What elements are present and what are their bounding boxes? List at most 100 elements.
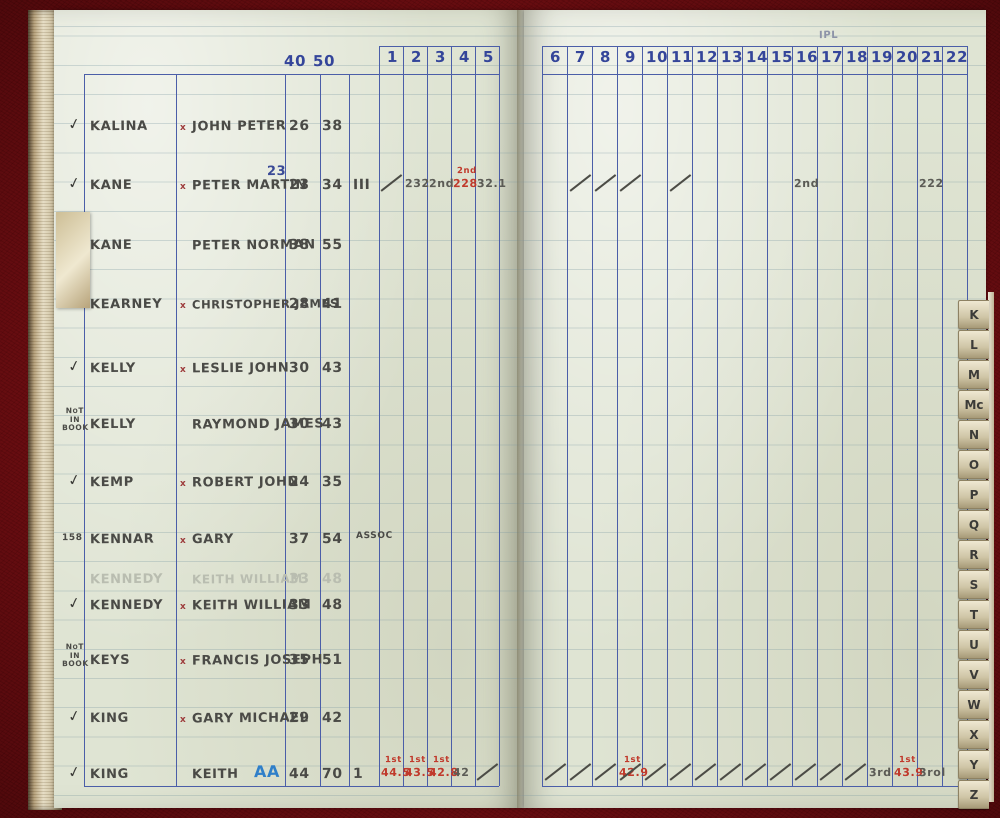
right-att-header-10: 10 bbox=[645, 47, 669, 67]
right-slash-r12-13 bbox=[719, 763, 741, 781]
index-tab-x[interactable]: X bbox=[958, 720, 989, 749]
right-slash-r2-9 bbox=[619, 174, 641, 192]
index-tab-v[interactable]: V bbox=[958, 660, 989, 689]
index-tab-k[interactable]: K bbox=[958, 300, 989, 329]
left-att-header-1: 1 bbox=[386, 47, 399, 67]
right-att-rule-4 bbox=[642, 46, 644, 786]
thumb-index-tabs[interactable]: K L M Mc N O P Q R S T U V W X Y Z bbox=[958, 300, 989, 810]
row-surname-9: KEYS bbox=[89, 652, 131, 669]
row-note-aa-11: AA bbox=[253, 761, 281, 782]
row-surname-0: KALINA bbox=[89, 118, 148, 135]
right-att-header-12: 12 bbox=[695, 47, 719, 67]
row-forenames-11: KEITH bbox=[191, 766, 239, 783]
left-entry-7: 42 bbox=[452, 765, 470, 780]
right-entry-3: 3rd bbox=[868, 765, 892, 780]
right-entry-1: 222 bbox=[918, 176, 944, 191]
index-tab-l[interactable]: L bbox=[958, 330, 989, 359]
right-att-rule-2 bbox=[592, 46, 594, 786]
right-slash-r2-8 bbox=[594, 174, 616, 192]
right-page: 6 7 8 9 10 11 12 13 14 15 16 17 18 19 20 21 22 IPL 2nd 222 1… bbox=[524, 10, 986, 808]
row-value-50-7: 54 bbox=[321, 530, 343, 548]
right-att-rule-7 bbox=[717, 46, 719, 786]
erased-value-50: 48 bbox=[321, 570, 343, 588]
row-surname-11: KING bbox=[89, 766, 129, 783]
right-att-rule-1 bbox=[567, 46, 569, 786]
row-forenames-0: JOHN PETER bbox=[191, 118, 287, 135]
row-forenames-7: GARY bbox=[191, 531, 234, 548]
right-slash-r12-7 bbox=[569, 763, 591, 781]
row-check-10: ✓ bbox=[66, 705, 83, 727]
right-att-header-bottom bbox=[542, 74, 967, 76]
left-page: 40 50 1 2 3 4 5 ✓ KALINA x JOHN PETER 26 38 ✓ KANE x PET… bbox=[54, 10, 524, 808]
index-tab-z[interactable]: Z bbox=[958, 780, 989, 809]
row-check-4: ✓ bbox=[66, 355, 83, 377]
right-att-rule-11 bbox=[817, 46, 819, 786]
right-att-rule-3 bbox=[617, 46, 619, 786]
index-tab-p[interactable]: P bbox=[958, 480, 989, 509]
right-att-header-7: 7 bbox=[574, 47, 587, 67]
index-tab-r[interactable]: R bbox=[958, 540, 989, 569]
left-table-bottom-rule bbox=[84, 786, 499, 788]
right-slash-r12-6 bbox=[544, 763, 566, 781]
right-att-header-17: 17 bbox=[820, 47, 844, 67]
index-tab-w[interactable]: W bbox=[958, 690, 989, 719]
row-value-50-10: 42 bbox=[321, 709, 343, 727]
right-att-header-11: 11 bbox=[670, 47, 694, 67]
index-tab-y[interactable]: Y bbox=[958, 750, 989, 779]
left-col-rule-3 bbox=[320, 74, 322, 786]
right-att-header-6: 6 bbox=[549, 47, 562, 67]
open-book: 40 50 1 2 3 4 5 ✓ KALINA x JOHN PETER 26 38 ✓ KANE x PET… bbox=[14, 4, 986, 814]
row-value-40-10: 29 bbox=[288, 709, 310, 727]
row-surname-10: KING bbox=[89, 710, 129, 727]
row-margin-note-5: NOT IN BOOK bbox=[62, 405, 89, 433]
left-entry-sup-4: 1st bbox=[384, 754, 402, 766]
index-tab-u[interactable]: U bbox=[958, 630, 989, 659]
index-tab-m[interactable]: M bbox=[958, 360, 989, 389]
left-att-rule-2 bbox=[427, 46, 429, 786]
row-margin-note-9: NOT IN BOOK bbox=[62, 641, 89, 669]
index-tab-o[interactable]: O bbox=[958, 450, 989, 479]
row-separator-10: x bbox=[179, 714, 187, 726]
left-att-header-3: 3 bbox=[434, 47, 447, 67]
index-tab-mc[interactable]: Mc bbox=[958, 390, 989, 419]
right-att-rule-12 bbox=[842, 46, 844, 786]
left-table-top-rule bbox=[84, 74, 499, 76]
left-att-rule-5 bbox=[499, 46, 501, 786]
left-entry-1: 2nd bbox=[428, 176, 455, 191]
left-col-rule-4 bbox=[349, 74, 351, 786]
row-check-8: ✓ bbox=[66, 592, 83, 614]
row-surname-2: KANE bbox=[89, 237, 133, 254]
row-separator-3: x bbox=[179, 300, 187, 312]
left-att-header-top bbox=[379, 46, 499, 48]
right-slash-r12-14 bbox=[744, 763, 766, 781]
left-col-rule-0 bbox=[84, 74, 86, 786]
row-value-40-3: 28 bbox=[288, 295, 310, 313]
row-value-50-2: 55 bbox=[321, 236, 343, 254]
left-entry-sup-5: 1st bbox=[408, 754, 426, 766]
right-att-rule-0 bbox=[542, 46, 544, 786]
left-att-header-4: 4 bbox=[458, 47, 471, 67]
index-tab-t[interactable]: T bbox=[958, 600, 989, 629]
row-value-50-3: 41 bbox=[321, 295, 343, 313]
left-col-rule-1 bbox=[176, 74, 178, 786]
right-slash-r12-18 bbox=[844, 763, 866, 781]
row-forenames-4: LESLIE JOHN bbox=[191, 360, 290, 377]
erased-surname: KENNEDY bbox=[89, 571, 164, 588]
row-value-50-8: 48 bbox=[321, 596, 343, 614]
row-value-40-1: 23 bbox=[288, 176, 310, 194]
right-top-annotation: IPL bbox=[818, 29, 839, 42]
right-slash-r12-16 bbox=[794, 763, 816, 781]
index-tab-n[interactable]: N bbox=[958, 420, 989, 449]
index-tab-s[interactable]: S bbox=[958, 570, 989, 599]
right-att-header-top bbox=[542, 46, 967, 48]
row-surname-3: KEARNEY bbox=[89, 296, 163, 313]
right-att-header-15: 15 bbox=[770, 47, 794, 67]
left-att-rule-0 bbox=[379, 46, 381, 786]
row-separator-6: x bbox=[179, 478, 187, 490]
right-att-header-22: 22 bbox=[945, 47, 969, 67]
right-att-rule-10 bbox=[792, 46, 794, 786]
row-extra-1: III bbox=[352, 176, 371, 194]
right-slash-r12-15 bbox=[769, 763, 791, 781]
index-tab-q[interactable]: Q bbox=[958, 510, 989, 539]
